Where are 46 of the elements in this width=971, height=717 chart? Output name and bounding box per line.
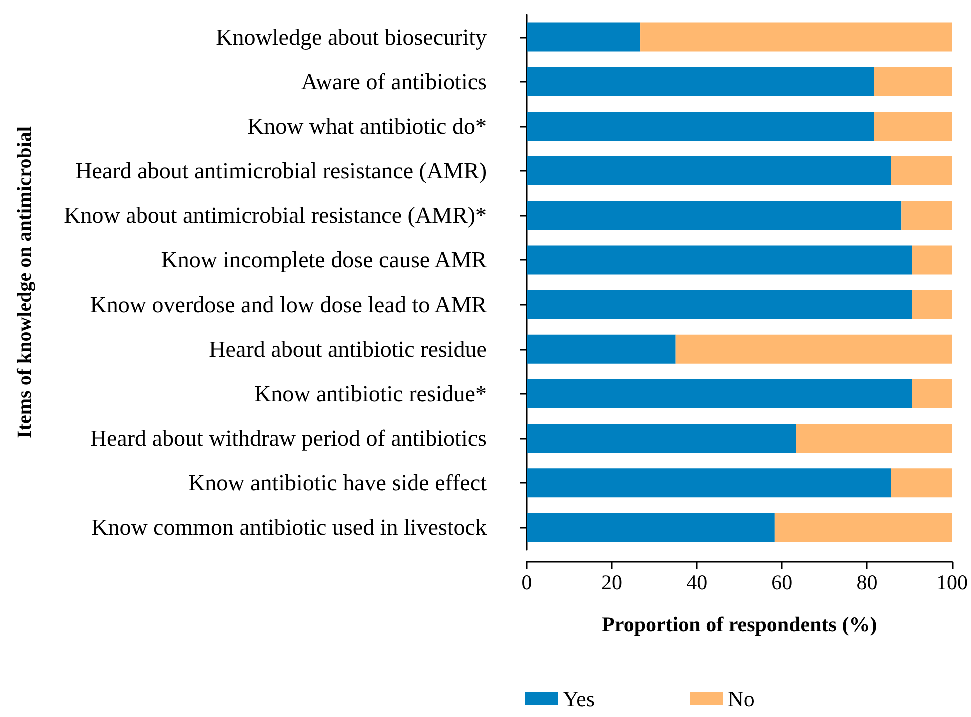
- bar: [527, 334, 676, 364]
- x-tick-label: 80: [856, 570, 878, 594]
- bar: [527, 379, 912, 408]
- y-tick-label: Aware of antibiotics: [301, 69, 488, 94]
- x-tick-label: 40: [686, 570, 708, 594]
- bar: [527, 290, 912, 320]
- x-tick-label: 60: [772, 570, 793, 594]
- y-tick-label: Heard about withdraw period of antibiotics: [90, 426, 488, 452]
- bar: [891, 468, 952, 498]
- y-tick-label: Heard about antimicrobial resistance (AMR): [76, 158, 487, 184]
- y-tick-label: Know incomplete dose cause AMR: [161, 248, 488, 273]
- y-axis-title: Items of knowledge on antimicrobial: [14, 126, 36, 438]
- x-tick-label: 100: [936, 570, 968, 594]
- bar: [527, 156, 892, 186]
- bar: [527, 513, 775, 542]
- y-tick-label: Knowledge about biosecurity: [216, 24, 488, 50]
- y-tick-label: Know common antibiotic used in livestock: [92, 515, 488, 540]
- y-tick-label: Heard about antibiotic residue: [209, 336, 487, 362]
- legend-label: Yes: [563, 686, 596, 712]
- bar: [527, 424, 796, 454]
- x-tick-label: 20: [602, 570, 623, 594]
- bar: [527, 246, 912, 275]
- y-tick-label: Know what antibiotic do*: [247, 114, 487, 139]
- y-tick-label: Know overdose and low dose lead to AMR: [90, 292, 488, 318]
- x-axis-title: Proportion of respondents (%): [602, 612, 878, 636]
- bar: [874, 112, 952, 141]
- bar: [527, 22, 641, 52]
- bar: [874, 67, 952, 96]
- y-tick-label: Know antibiotic residue*: [254, 381, 487, 406]
- bar: [527, 67, 874, 96]
- y-tick-label: Know about antimicrobial resistance (AMR)*: [64, 203, 487, 228]
- bar: [527, 112, 874, 141]
- bar: [774, 513, 952, 542]
- bar: [912, 379, 952, 408]
- x-tick-label: 0: [522, 570, 532, 594]
- y-tick-label: Know antibiotic have side effect: [188, 470, 488, 496]
- bar: [676, 334, 952, 364]
- bar: [527, 468, 892, 498]
- bar: [902, 201, 952, 230]
- bar: [527, 201, 902, 230]
- bar: [796, 424, 952, 454]
- bar: [640, 22, 952, 52]
- legend-label: No: [728, 686, 755, 712]
- bar: [891, 156, 952, 186]
- bar: [912, 290, 952, 320]
- bar: [912, 246, 952, 275]
